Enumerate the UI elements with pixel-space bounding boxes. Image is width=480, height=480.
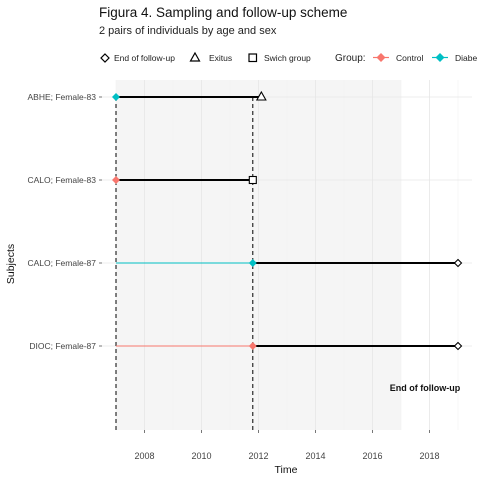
group-point [112,176,120,184]
legend-control-icon [376,53,386,62]
legend-end-label: End of follow-up [114,53,175,63]
legend-diabe-label: Diabe [455,53,477,63]
x-tick-label: 2016 [362,451,382,461]
chart-title: Figura 4. Sampling and follow-up scheme [99,5,348,20]
end-point [453,341,463,351]
segments [112,90,463,351]
legend-triangle-icon [189,51,201,62]
group-point [248,342,257,350]
x-tick-label: 2012 [248,451,268,461]
legend-control-label: Control [396,53,424,63]
end-of-follow-up-annotation: End of follow-up [390,383,461,393]
axes: 2008 2010 2012 2014 2016 2018 ABHE; Female-83 C… [28,92,440,461]
y-axis-title: Subjects [5,244,17,284]
legend-swich-label: Swich group [264,53,311,63]
legend-group-title: Group: [335,53,366,64]
end-point [453,258,463,268]
y-tick-label: CALO; Female-87 [28,258,97,268]
legend-exitus-label: Exitus [209,53,232,63]
chart-subtitle: 2 pairs of individuals by age and sex [99,25,277,37]
y-tick-label: DIOC; Female-87 [29,341,96,351]
exitus-point [255,90,267,101]
legend-diamond-icon [100,53,110,63]
y-tick-label: CALO; Female-83 [28,175,97,185]
group-point [112,93,120,101]
legend-diabe-icon [435,53,445,62]
group-point [248,259,257,267]
y-tick-label: ABHE; Female-83 [28,92,97,102]
x-tick-label: 2010 [191,451,211,461]
legend: End of follow-up Exitus Swich group Grou… [100,51,477,64]
x-tick-label: 2018 [419,451,439,461]
x-tick-label: 2014 [305,451,325,461]
switch-point [248,175,257,185]
legend-square-icon [248,53,258,63]
x-axis-title: Time [275,464,298,476]
x-tick-label: 2008 [134,451,154,461]
